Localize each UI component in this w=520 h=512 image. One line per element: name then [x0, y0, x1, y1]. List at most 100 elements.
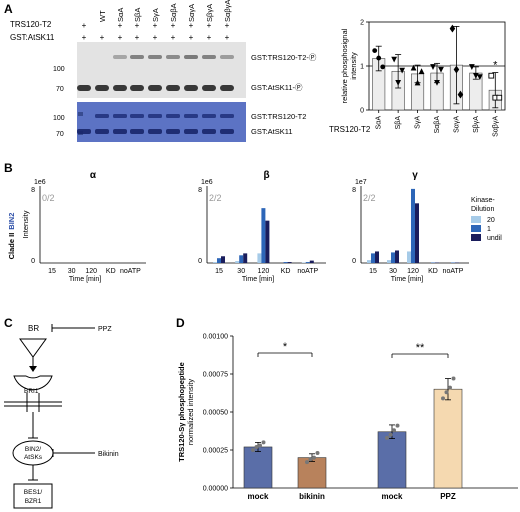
data-point — [312, 455, 316, 460]
x-tick-label: 15 — [369, 268, 377, 275]
legend-swatch — [471, 234, 481, 241]
bar — [261, 208, 266, 263]
y-tick-label: 0.00100 — [203, 334, 228, 341]
y-tick-label: 0 — [360, 108, 364, 115]
legend-title-2: Dilution — [471, 206, 494, 213]
data-point — [472, 72, 479, 79]
x-tick-label: SαγA — [453, 116, 460, 133]
br-ligand-triangle — [19, 338, 47, 358]
stain-mw-70: 70 — [56, 131, 64, 138]
x-tick-label: noATP — [120, 268, 141, 275]
x-tick-label: 120 — [407, 268, 419, 275]
node-bes1: BES1/ — [24, 489, 43, 496]
x-tick-label: bikinin — [299, 492, 325, 501]
x-tick-label: KD — [281, 268, 291, 275]
band-atsk11-phospho — [148, 85, 162, 91]
band-atsk11-stain — [220, 129, 234, 134]
blot-mw-70: 70 — [56, 86, 64, 93]
chart-title: α — [90, 170, 97, 181]
replicate-ratio: 0/2 — [42, 193, 55, 203]
y-tick-label: 8 — [31, 187, 35, 194]
legend-items: 20 1 undil — [471, 216, 502, 242]
data-point — [261, 440, 266, 445]
y-tick-label: 0 — [31, 258, 35, 265]
panel-d: D 0.00000 0.00025 0.00050 0.00075 0.00100 moc… — [176, 316, 518, 501]
band-trs120-stain — [202, 114, 216, 118]
band-trs120-phospho — [202, 55, 216, 59]
data-point — [395, 80, 402, 86]
x-tick-label: SβγA — [473, 116, 480, 133]
panel-b-ylabel: Clade II BIN2 — [7, 213, 16, 260]
bar — [243, 253, 248, 263]
y-axis-label: Intensity — [21, 210, 30, 238]
legend-swatch — [471, 225, 481, 232]
data-point — [308, 457, 313, 462]
plus-sign: + — [118, 33, 123, 42]
bar — [411, 188, 415, 263]
lane-label: SαβA — [169, 3, 178, 22]
band-atsk11-stain — [184, 129, 198, 134]
band-atsk11-phospho — [166, 85, 180, 91]
x-tick-label: SαβA — [434, 116, 441, 134]
panel-d-letter: D — [176, 316, 185, 330]
lane-label: SαγA — [187, 4, 196, 22]
y-axis-label-line-2: normalized intensity — [186, 379, 195, 446]
band-trs120-phospho — [148, 55, 162, 59]
chart-relative-phosphosignal: 0 1 2 SαA SβA SγA SαβA SαγA SβγA SαβγA * TRS120-T2 r… — [329, 20, 506, 137]
y-axis-label-line-2: intensity — [349, 52, 358, 80]
band-trs120-phospho — [220, 55, 234, 59]
band-trs120-phospho — [166, 55, 180, 59]
data-point — [414, 79, 421, 86]
legend-label: undil — [487, 235, 502, 242]
lane-label: WT — [98, 10, 107, 22]
blot-label-atsk11: GST:AtSK11-Ⓟ — [251, 83, 303, 92]
x-tick-label: 120 — [85, 268, 97, 275]
y-tick-label: 0.00050 — [203, 410, 228, 417]
y-tick-label: 0.00075 — [203, 372, 228, 379]
chart-title: β — [263, 170, 269, 181]
bar — [367, 260, 371, 263]
plus-sign: + — [189, 33, 194, 42]
x-tick-label: noATP — [443, 268, 464, 275]
data-point — [385, 435, 389, 440]
band-atsk11-phospho — [113, 85, 127, 91]
band-atsk11-stain — [95, 129, 109, 134]
x-tick-label: 15 — [215, 268, 223, 275]
x-tick-label: PPZ — [440, 492, 456, 501]
bar — [407, 251, 411, 263]
band-atsk11-stain — [77, 129, 91, 134]
panel-c-letter: C — [4, 316, 13, 330]
x-axis-label: Time [min] — [242, 276, 274, 283]
lane-label: SβγA — [205, 4, 214, 22]
plus-row-1: + + + + + + + + — [82, 21, 230, 30]
lane-label: SβA — [133, 8, 142, 22]
bar — [243, 446, 273, 489]
lane-label: SαβγA — [223, 0, 232, 22]
x-tick-label: KD — [106, 268, 116, 275]
scale-label: 1e7 — [355, 179, 367, 186]
kinase-legend: Kinase- Dilution 20 1 undil — [471, 197, 502, 242]
legend-swatch — [471, 216, 481, 223]
plus-sign: + — [100, 33, 105, 42]
band-trs120-stain — [220, 114, 234, 118]
blot-mw-100: 100 — [53, 66, 65, 73]
y-axis-label: relative phosphosignalintensity — [340, 28, 358, 103]
band-atsk11-phospho — [220, 85, 234, 91]
bar — [387, 260, 391, 263]
y-tick-label: 0 — [198, 258, 202, 265]
bar — [415, 203, 419, 263]
bar — [287, 262, 292, 263]
x-tick-label: 30 — [237, 268, 245, 275]
node-bri1: BRI1 — [24, 388, 39, 395]
charts-kinase-timecourse: α 1e6 0/2 8 0 Intensity 15 30 120 KD noATP Time [mi… — [21, 170, 469, 283]
x-tick-label: 30 — [389, 268, 397, 275]
plus-sign: + — [118, 21, 123, 30]
data-point — [305, 460, 309, 465]
data-point — [258, 443, 262, 448]
data-point — [410, 64, 417, 71]
data-point — [444, 390, 449, 395]
band-trs120-stain — [148, 114, 162, 118]
plus-sign: + — [225, 33, 230, 42]
bar — [265, 220, 270, 263]
